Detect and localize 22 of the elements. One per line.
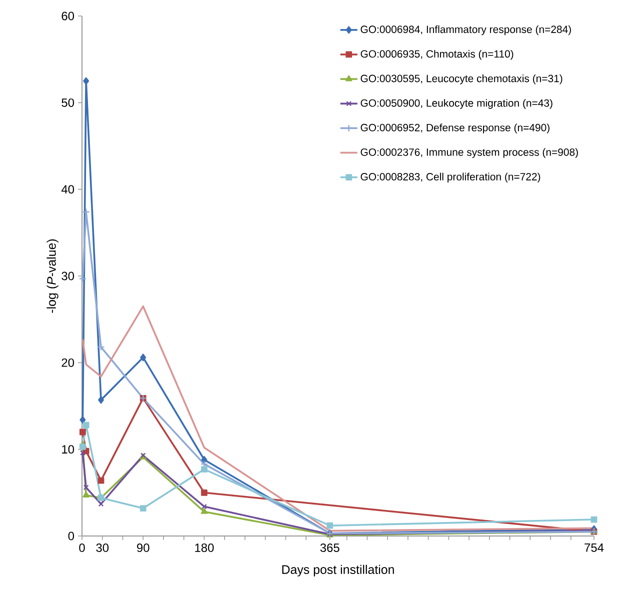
- legend-label: GO:0006984, Inflammatory response (n=284): [360, 25, 571, 36]
- legend-label: GO:0030595, Leucocyte chemotaxis (n=31): [360, 74, 562, 84]
- y-tick-label: 60: [62, 12, 74, 20]
- x-tick-label: 180: [195, 544, 214, 552]
- y-tick-label: 30: [62, 272, 74, 280]
- y-axis-title: -log (P-value): [46, 239, 58, 313]
- y-tick-label: 0: [68, 532, 74, 540]
- y-tick-label: 50: [62, 98, 74, 107]
- x-axis-title: Days post instillation: [282, 564, 394, 576]
- legend-label: GO:0006952, Defense response (n=490): [360, 124, 550, 134]
- y-tick-label: 20: [62, 358, 74, 367]
- x-tick-label: 365: [320, 544, 340, 552]
- legend-label: GO:0002376, Immune system process (n=908): [360, 148, 578, 158]
- legend-label: GO:0006935, Chmotaxis (n=110): [360, 50, 514, 60]
- y-tick-label: 10: [62, 445, 74, 454]
- x-tick-label: 30: [96, 544, 109, 552]
- x-tick-label: 90: [137, 544, 150, 552]
- legend-label: GO:0050900, Leukocyte migration (n=43): [360, 99, 552, 109]
- x-tick-label: 754: [584, 544, 604, 552]
- x-tick-label: 0: [79, 544, 85, 552]
- y-tick-label: 40: [61, 185, 74, 194]
- legend-label: GO:0008283, Cell proliferation (n=722): [360, 172, 540, 182]
